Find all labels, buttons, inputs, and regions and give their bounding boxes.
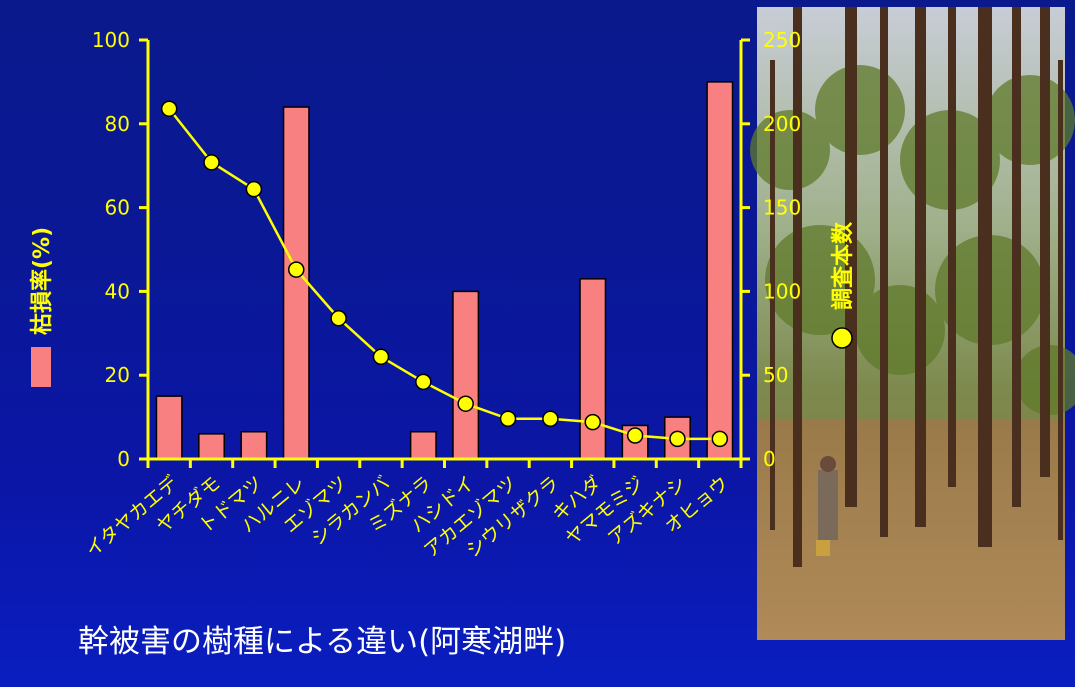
line-point — [626, 427, 644, 444]
left-tick-label: 40 — [105, 279, 130, 303]
series-line — [168, 107, 720, 441]
left-axis-title: 枯損率(%) — [29, 227, 55, 387]
line-point — [160, 100, 178, 117]
line-point — [499, 410, 517, 428]
line-point — [584, 413, 601, 431]
line-point — [372, 348, 390, 366]
line-point — [203, 154, 220, 171]
right-tick-label: 100 — [763, 279, 801, 303]
right-axis-title: 調査本数 — [830, 221, 856, 349]
bar — [155, 395, 183, 460]
right-tick-label: 250 — [763, 28, 801, 52]
left-tick-label: 100 — [92, 28, 130, 52]
line-point — [330, 309, 347, 327]
bar — [452, 290, 480, 460]
right-tick-label: 150 — [763, 196, 801, 220]
right-tick-label: 200 — [763, 112, 801, 136]
line-point — [288, 261, 305, 278]
line-point — [669, 430, 686, 448]
left-tick-label: 80 — [105, 112, 130, 136]
bar — [282, 106, 310, 460]
bar — [240, 431, 268, 460]
line-point — [245, 180, 263, 198]
bar — [706, 81, 734, 460]
right-tick-label: 50 — [763, 363, 788, 387]
line-point — [542, 410, 559, 428]
bar — [198, 433, 225, 460]
bar-legend-swatch — [31, 347, 51, 387]
line-point — [711, 430, 729, 448]
bar — [409, 431, 437, 460]
left-tick-label: 60 — [105, 196, 130, 220]
bar — [579, 278, 607, 460]
slide-caption: 幹被害の樹種による違い(阿寒湖畔) — [78, 624, 567, 660]
line-point — [415, 373, 432, 391]
left-tick-label: 0 — [117, 447, 130, 471]
line-point — [457, 395, 474, 412]
left-axis-label: 枯損率(%) — [29, 227, 55, 335]
line-legend-marker — [831, 327, 853, 349]
right-axis-label: 調査本数 — [830, 221, 856, 310]
forest-photo — [750, 7, 1075, 640]
left-tick-label: 20 — [105, 363, 130, 387]
right-tick-label: 0 — [763, 447, 776, 471]
